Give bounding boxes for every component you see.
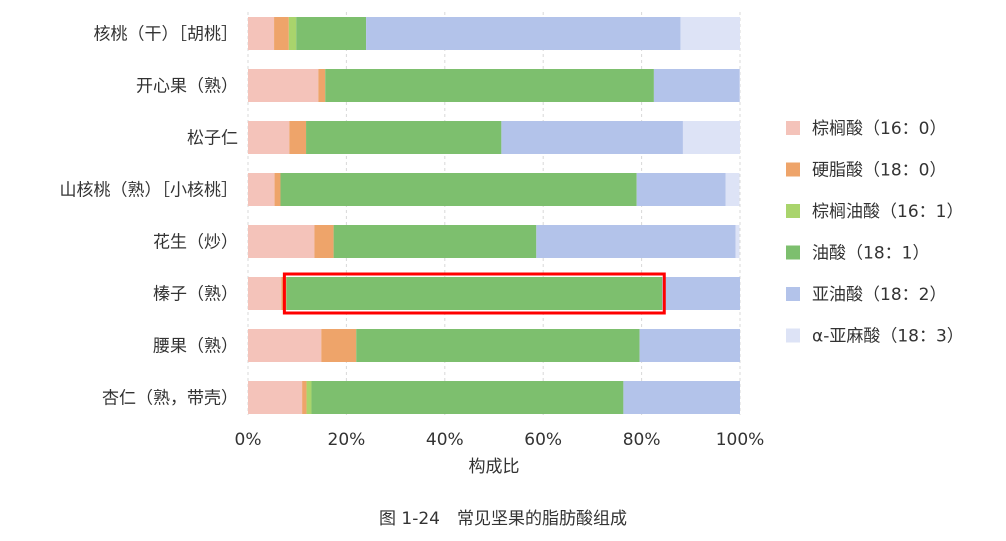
legend-swatch [786,245,800,260]
bar-segment [306,121,502,154]
x-tick-label: 20% [328,430,366,450]
bar-segment [289,121,307,154]
bar-segment [680,17,740,50]
bar-segment [248,17,275,50]
bar-segment [636,173,726,206]
bar-segment [333,225,537,258]
legend-label: 棕榈酸（16：0） [812,119,946,139]
x-axis-label: 构成比 [469,457,520,477]
legend-label: 亚油酸（18：2） [812,285,946,305]
bar-segment [248,381,303,414]
legend-swatch [786,328,800,343]
legend-label: 硬脂酸（18：0） [812,161,946,181]
bar-segment [639,329,740,362]
category-label: 开心果（熟） [136,76,238,97]
category-label: 花生（炒） [153,233,238,253]
x-tick-label: 40% [426,430,464,450]
bar-segment [356,329,640,362]
bar-segment [248,173,275,206]
legend-label: α-亚麻酸（18：3） [812,327,964,347]
category-label: 核桃（干）［胡桃］ [94,25,239,45]
legend-swatch [786,121,800,135]
category-label: 松子仁 [187,129,238,149]
bar-segment [682,121,740,154]
x-tick-label: 100% [716,430,765,450]
bar-segment [274,17,289,50]
bar-segment [274,173,281,206]
legend-swatch [786,287,800,301]
bar-segment [325,69,654,102]
bar-segment [662,277,740,310]
legend-label: 棕榈油酸（16：1） [812,202,963,222]
bar-segment [288,17,297,50]
bar-segment [725,173,740,206]
bar-segment [302,381,307,414]
bar-segment [501,121,683,154]
category-label: 榛子（熟） [153,284,238,305]
category-label: 山核桃（熟）［小核桃］ [60,180,239,201]
bar-segment [248,225,315,258]
bar-segment [735,225,740,258]
bar-segment [248,277,282,310]
bar-segment [248,121,290,154]
legend-swatch [786,204,800,218]
bar-segment [318,69,326,102]
bar-segment [314,225,334,258]
bar-segment [248,329,322,362]
highlight-box [282,272,666,315]
bar-segment [248,69,319,102]
bar-segment [286,277,663,310]
bar-segment [280,173,637,206]
category-label: 腰果（熟） [153,336,238,357]
bar-segment [311,381,624,414]
category-label: 杏仁（熟，带壳） [102,388,238,409]
bar-segment [366,17,681,50]
bar-segment [536,225,736,258]
bar-segment [296,17,367,50]
x-tick-label: 0% [235,430,262,450]
x-tick-label: 80% [623,430,661,450]
bar-segment [653,69,740,102]
bar-segment [623,381,740,414]
legend-label: 油酸（18：1） [812,244,929,264]
legend-swatch [786,162,800,177]
bar-segment [306,381,312,414]
bar-segment [321,329,357,362]
x-tick-label: 60% [524,430,562,450]
figure-caption: 图 1-24 常见坚果的脂肪酸组成 [379,509,627,529]
